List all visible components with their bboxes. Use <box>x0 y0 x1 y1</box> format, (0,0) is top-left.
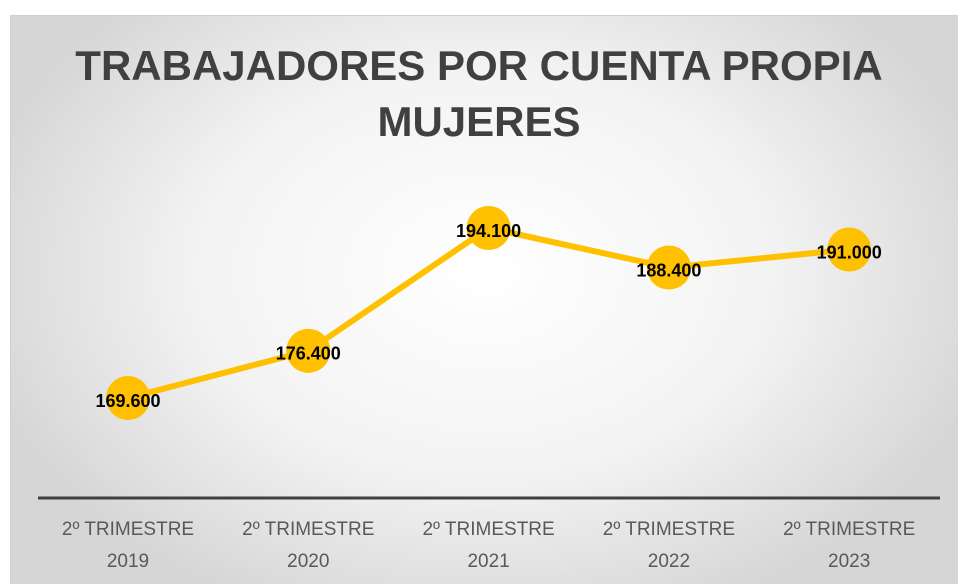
point <box>646 245 691 290</box>
chart-area <box>10 15 958 584</box>
data-label: 176.400 <box>276 344 341 364</box>
x-tick-label: 2º TRIMESTRE 2020 <box>242 519 375 572</box>
point <box>286 328 331 373</box>
x-tick-label: 2º TRIMESTRE 2019 <box>61 519 195 572</box>
data-label: 188.400 <box>636 260 701 280</box>
line <box>127 225 850 401</box>
data-label: 194.100 <box>456 221 521 241</box>
x-tick-label: 2º TRIMESTRE 2021 <box>422 519 555 572</box>
point <box>106 376 150 420</box>
point <box>827 227 872 272</box>
point <box>466 206 511 250</box>
x-tick-label: 2º TRIMESTRE 2023 <box>783 519 916 572</box>
x-tick-label: 2º TRIMESTRE 2022 <box>602 519 735 572</box>
chart-title: TRABAJADORES POR CUENTA PROPIA MUJERES <box>75 42 883 145</box>
data-label: 191.000 <box>817 242 882 262</box>
data-label: 169.600 <box>95 391 160 411</box>
